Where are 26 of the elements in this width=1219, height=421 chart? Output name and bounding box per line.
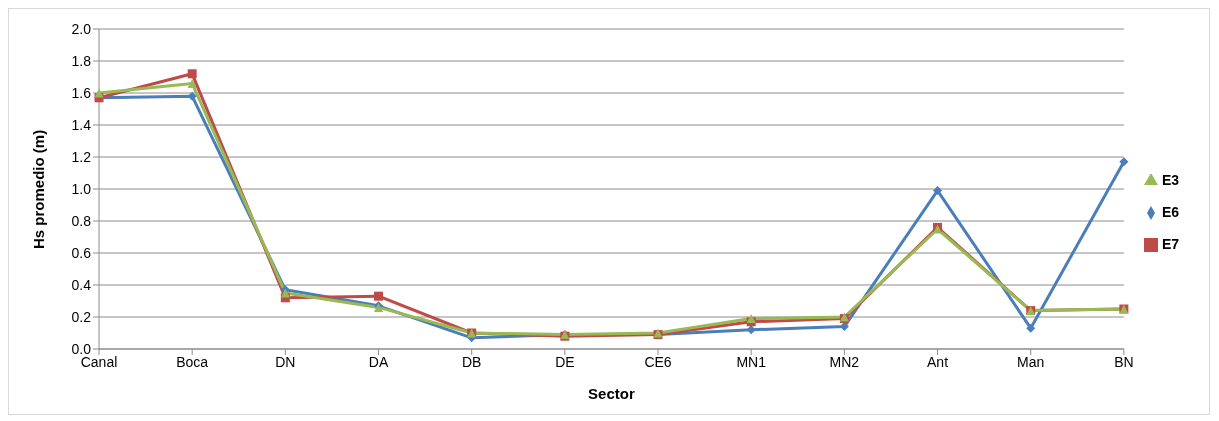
legend-label: E3 <box>1161 171 1179 188</box>
x-tick-label: CE6 <box>644 353 672 370</box>
y-tick-label: 0.4 <box>71 276 92 293</box>
x-tick-label: Boca <box>176 353 209 370</box>
y-tick-label: 1.2 <box>71 148 92 165</box>
x-tick-label: DE <box>555 353 575 370</box>
x-tick-label: MN1 <box>736 353 767 370</box>
y-tick-label: 0.2 <box>71 308 92 325</box>
legend-label: E7 <box>1161 235 1179 252</box>
y-tick-label: 1.8 <box>71 52 92 69</box>
y-tick-label: 2.0 <box>71 20 92 37</box>
x-axis-title: Sector <box>588 385 635 402</box>
y-tick-label: 1.0 <box>71 180 92 197</box>
y-tick-label: 1.4 <box>71 116 92 133</box>
y-tick-label: 0.6 <box>71 244 92 261</box>
y-tick-label: 0.8 <box>71 212 92 229</box>
x-tick-label: Man <box>1017 353 1045 370</box>
y-axis-title: Hs promedio (m) <box>30 129 48 249</box>
legend-label: E6 <box>1161 203 1179 220</box>
x-tick-label: BN <box>1114 353 1134 370</box>
y-tick-label: 1.6 <box>71 84 92 101</box>
x-tick-label: DN <box>275 353 296 370</box>
x-tick-label: DB <box>461 353 482 370</box>
x-tick-label: DA <box>368 353 389 370</box>
x-tick-label: Ant <box>927 353 949 370</box>
x-tick-label: MN2 <box>829 353 860 370</box>
